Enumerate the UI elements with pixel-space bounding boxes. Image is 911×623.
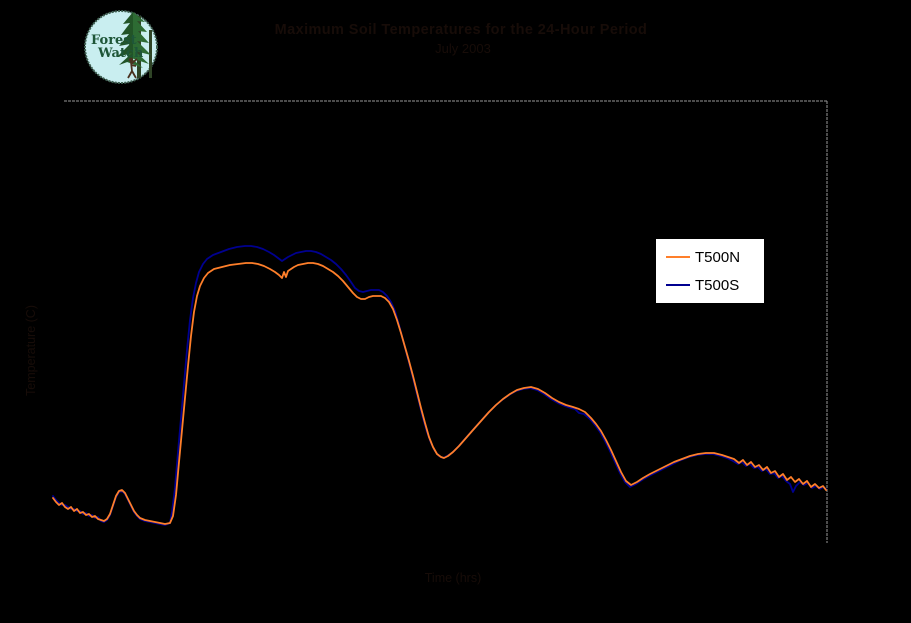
legend-entry-t500s: T500S: [666, 278, 764, 293]
legend-label-t500n: T500N: [695, 248, 741, 266]
x-axis-label: Time (hrs): [424, 571, 482, 585]
y-axis-label: Temperature (C): [24, 305, 38, 396]
tree-icon: [117, 12, 152, 78]
forest-watch-logo: Forest Watch: [84, 10, 158, 84]
logo-text-forest: Forest: [91, 33, 137, 48]
chart-title: Maximum Soil Temperatures for the 24-Hou…: [274, 22, 648, 38]
t500n-series-line: [52, 262, 827, 525]
t500n-line-swatch: [666, 256, 690, 258]
chart-subtitle: July 2003: [435, 41, 491, 56]
legend-label-t500s: T500S: [695, 276, 740, 294]
t500s-line-swatch: [666, 284, 690, 286]
climber-icon: [127, 57, 138, 79]
legend: T500N T500S: [655, 238, 765, 304]
legend-entry-t500n: T500N: [666, 250, 764, 265]
logo-text-watch: Watch: [97, 46, 144, 61]
